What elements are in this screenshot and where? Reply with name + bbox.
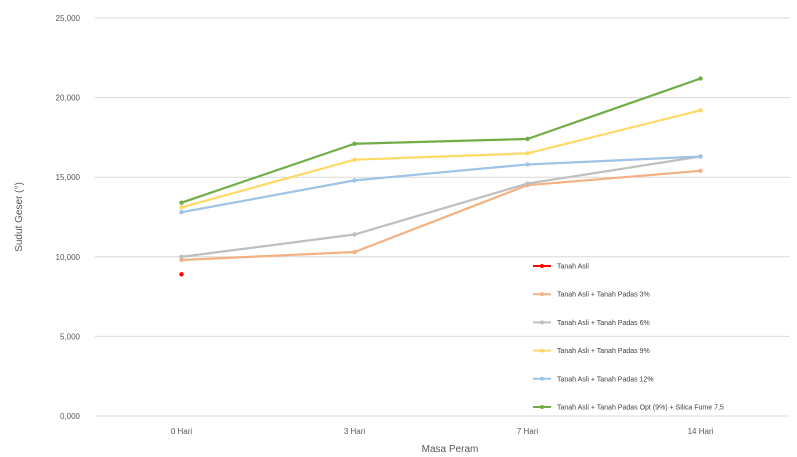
legend-marker bbox=[540, 264, 544, 268]
data-point bbox=[525, 151, 530, 156]
y-tick-label: 20,000 bbox=[56, 94, 81, 103]
x-tick-label: 0 Hari bbox=[171, 427, 193, 436]
legend-label: Tanah Asli + Tanah Padas 9% bbox=[557, 348, 650, 355]
data-point bbox=[525, 181, 530, 186]
data-point bbox=[179, 272, 184, 277]
x-axis-title: Masa Peram bbox=[422, 444, 479, 455]
data-point bbox=[179, 210, 184, 215]
legend-marker bbox=[540, 376, 544, 381]
y-tick-label: 5,000 bbox=[60, 332, 81, 341]
data-point bbox=[352, 249, 357, 255]
data-point bbox=[352, 178, 357, 183]
x-tick-label: 3 Hari bbox=[344, 427, 366, 436]
data-point bbox=[352, 141, 357, 146]
legend-label: Tanah Asli bbox=[557, 264, 589, 271]
legend-marker bbox=[540, 405, 544, 409]
legend-label: Tanah Asli + Tanah Padas 3% bbox=[557, 292, 650, 299]
series-line bbox=[181, 155, 701, 258]
series-line bbox=[181, 155, 701, 214]
legend-marker bbox=[540, 292, 544, 297]
data-point bbox=[179, 254, 184, 259]
y-tick-label: 25,000 bbox=[56, 14, 81, 23]
x-tick-labels: 0 Hari 3 Hari 7 Hari 14 Hari bbox=[171, 427, 714, 436]
x-tick-label: 7 Hari bbox=[517, 427, 539, 436]
data-point bbox=[525, 162, 530, 167]
data-point bbox=[352, 232, 357, 237]
gridlines bbox=[95, 17, 790, 417]
legend-label: Tanah Asli + Tanah Padas 6% bbox=[557, 320, 650, 327]
legend: Tanah Asli Tanah Asli + Tanah Padas 3% Tan… bbox=[533, 264, 724, 412]
series-group bbox=[179, 76, 703, 277]
data-point bbox=[525, 136, 530, 142]
data-point bbox=[698, 108, 703, 113]
legend-marker bbox=[540, 320, 544, 325]
series-line bbox=[181, 77, 701, 204]
data-point bbox=[179, 205, 184, 210]
legend-label: Tanah Asli + Tanah Padas 12% bbox=[557, 376, 654, 383]
series-line bbox=[181, 169, 701, 262]
legend-marker bbox=[540, 348, 544, 353]
series-line bbox=[181, 109, 701, 209]
y-tick-labels: 0,000 5,000 10,000 15,000 20,000 25,000 bbox=[56, 14, 81, 421]
y-tick-label: 10,000 bbox=[56, 253, 81, 262]
data-point bbox=[179, 200, 184, 205]
data-point bbox=[352, 157, 357, 162]
y-axis-title: Sudut Geser (°) bbox=[14, 182, 25, 252]
legend-label: Tanah Asli + Tanah Padas Opt (9%) + Sili… bbox=[557, 405, 724, 412]
data-point bbox=[698, 168, 703, 174]
x-tick-label: 14 Hari bbox=[688, 427, 714, 436]
data-point bbox=[698, 76, 703, 81]
y-tick-label: 0,000 bbox=[60, 412, 81, 421]
data-point bbox=[698, 154, 703, 159]
y-tick-label: 15,000 bbox=[56, 173, 81, 182]
data-point bbox=[179, 257, 184, 263]
